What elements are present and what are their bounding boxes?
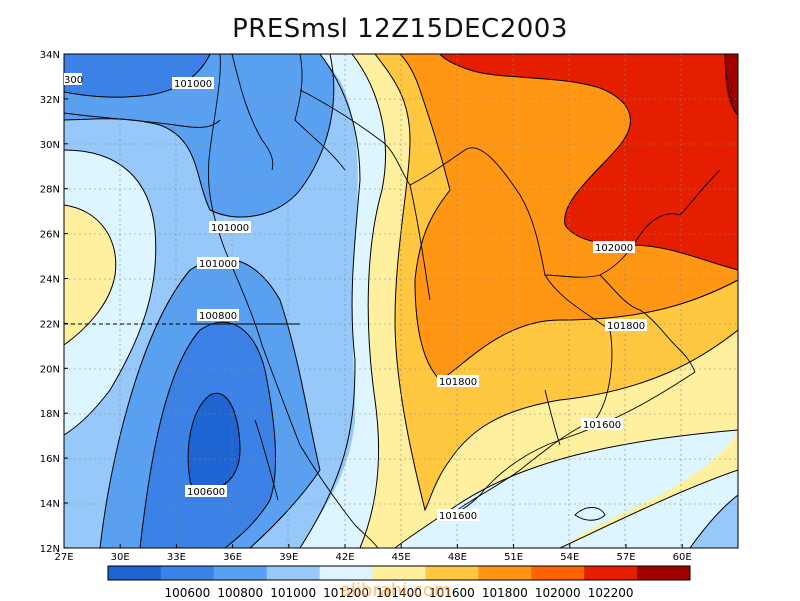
contour-label: 101600 (439, 511, 477, 522)
contour-label: 101000 (199, 259, 237, 270)
band-102200-east (640, 54, 738, 230)
contour-label-group: 101000 101000 101000 100800 100600 10180… (64, 73, 647, 522)
x-tick-label: 30E (111, 552, 130, 563)
y-tick-label: 28N (40, 185, 60, 196)
x-tick-label: 33E (167, 552, 186, 563)
colorbar-label: 100800 (217, 586, 263, 600)
x-tick-label: 42E (335, 552, 354, 563)
x-tick-label: 27E (54, 552, 73, 563)
y-tick-label: 24N (40, 275, 60, 286)
colorbar-swatch (266, 566, 321, 580)
y-tick-label: 32N (40, 95, 60, 106)
y-tick-label: 16N (40, 454, 60, 465)
colorbar-label: 102200 (588, 586, 634, 600)
y-tick-label: 30N (40, 140, 60, 151)
colorbar-swatch (319, 566, 374, 580)
y-tick-label: 26N (40, 230, 60, 241)
band-101400-se (560, 470, 738, 548)
x-tick-label: 60E (673, 552, 692, 563)
contour-label: 101600 (583, 420, 621, 431)
colorbar: 100600 100800 101000 101200 101400 101600 1018… (107, 565, 691, 600)
watermark: alibrahi.com (340, 580, 452, 601)
colorbar-label: 100600 (164, 586, 210, 600)
x-tick-label: 54E (560, 552, 579, 563)
contour-label-partial: 300 (64, 75, 83, 86)
x-axis-labels: 27E 30E 33E 36E 39E 42E 45E 48E 51E 54E 57E 60E (54, 544, 692, 563)
y-tick-label: 12N (40, 544, 60, 555)
coastlines (64, 54, 721, 548)
colorbar-swatch (584, 566, 638, 580)
x-tick-label: 39E (279, 552, 298, 563)
colorbar-label: 102000 (535, 586, 581, 600)
map-title: PRESmsl 12Z15DEC2003 (232, 14, 568, 44)
colorbar-label: 101800 (482, 586, 528, 600)
contour-label: 101800 (439, 377, 477, 388)
contour-label: 100800 (199, 311, 237, 322)
contour-label: 101800 (607, 321, 645, 332)
x-tick-label: 45E (392, 552, 411, 563)
colorbar-label: 101000 (270, 586, 316, 600)
colorbar-swatch (637, 566, 691, 580)
colorbar-label: 101600 (429, 586, 475, 600)
y-tick-label: 14N (40, 499, 60, 510)
band-102400 (725, 54, 738, 115)
contour-label: 101000 (174, 79, 212, 90)
contour-label: 100600 (187, 487, 225, 498)
x-tick-label: 36E (223, 552, 242, 563)
x-tick-label: 51E (504, 552, 523, 563)
colorbar-label: 101400 (376, 586, 422, 600)
colorbar-swatch (372, 566, 426, 580)
y-tick-label: 22N (40, 319, 60, 330)
colorbar-swatch (160, 566, 215, 580)
x-tick-label: 48E (448, 552, 467, 563)
contour-fill (64, 54, 738, 548)
y-tick-label: 34N (40, 50, 60, 61)
colorbar-swatch (425, 566, 479, 580)
band-101600-west (64, 205, 116, 345)
y-tick-label: 20N (40, 364, 60, 375)
colorbar-swatch (478, 566, 532, 580)
band-101200-se (690, 495, 738, 548)
band-100600 (188, 393, 240, 490)
colorbar-label: 101200 (323, 586, 369, 600)
colorbar-swatch (213, 566, 268, 580)
colorbar-swatch (531, 566, 585, 580)
y-tick-label: 18N (40, 409, 60, 420)
x-tick-label: 57E (616, 552, 635, 563)
contour-label: 102000 (595, 243, 633, 254)
colorbar-swatch (108, 566, 162, 580)
contour-label: 101000 (211, 223, 249, 234)
y-axis-labels: 34N 32N 30N 28N 26N 24N 22N 20N 18N 16N 14N 12N (40, 50, 68, 555)
